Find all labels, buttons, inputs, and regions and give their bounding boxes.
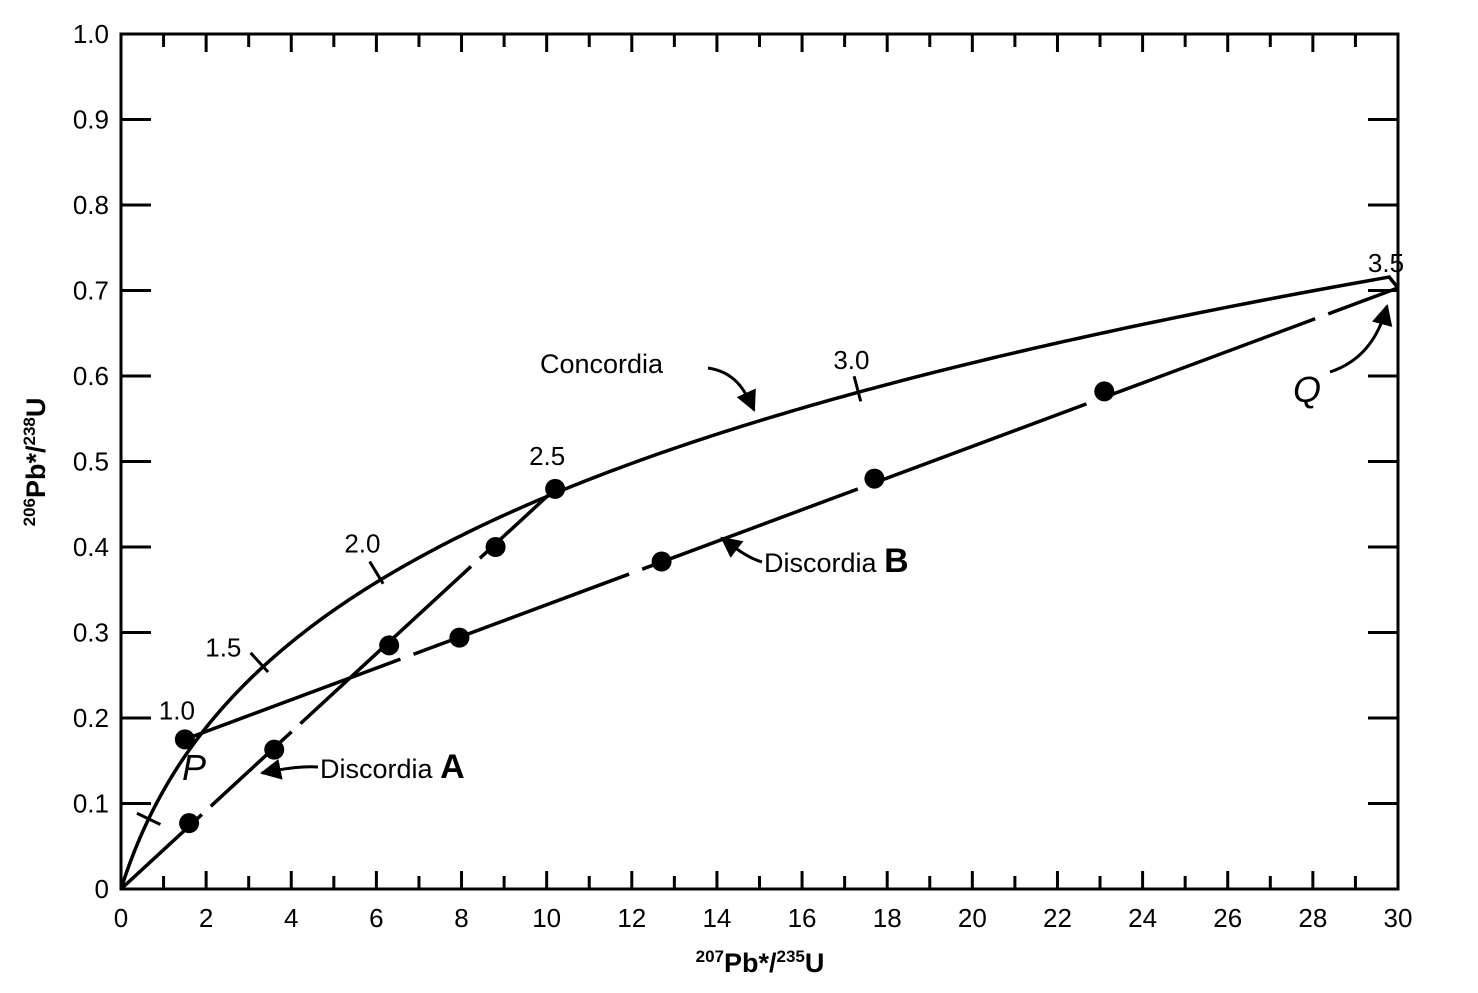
discordia-b-annotation: Discordia B	[720, 536, 909, 580]
age-mark	[852, 375, 863, 402]
y-tick-label: 0.9	[73, 105, 109, 135]
age-label: 3.5	[1368, 248, 1404, 278]
discordia-a-label: Discordia A	[320, 748, 465, 786]
age-label: 1.5	[205, 632, 241, 662]
data-point-a	[179, 813, 200, 834]
concordia-age-labels: 1.0 1.5 2.0 2.5 3.0 3.5	[159, 248, 1404, 725]
point-label-p: P	[182, 747, 206, 788]
y-tick-label: 0.8	[73, 190, 109, 220]
x-tick-label: 18	[873, 903, 902, 933]
age-mark	[368, 560, 385, 585]
x-tick-label: 2	[199, 903, 213, 933]
x-tick-label: 30	[1384, 903, 1413, 933]
y-tick-label: 1.0	[73, 19, 109, 49]
x-axis-title: 207Pb*/235U	[696, 947, 825, 978]
y-tick-label: 0.6	[73, 361, 109, 391]
point-label-q: Q	[1293, 369, 1321, 410]
y-tick-label: 0	[95, 874, 109, 904]
x-tick-label: 6	[369, 903, 383, 933]
discordia-b-label: Discordia B	[764, 542, 909, 580]
y-tick-label: 0.2	[73, 703, 109, 733]
x-tick-label: 8	[454, 903, 468, 933]
data-point-a	[264, 739, 285, 760]
age-label: 3.0	[833, 345, 869, 375]
concordia-arrow	[707, 366, 756, 412]
discordia-a-arrow	[259, 758, 319, 780]
y-tick-label: 0.7	[73, 276, 109, 306]
data-point-b	[449, 627, 470, 648]
y-tick-label: 0.4	[73, 532, 109, 562]
concordia-annotation: Concordia	[540, 349, 756, 412]
data-point-a	[379, 635, 400, 656]
age-label: 2.0	[344, 529, 380, 559]
age-mark	[136, 811, 162, 826]
data-point-a	[545, 478, 566, 499]
q-annotation: Q	[1293, 303, 1393, 410]
y-tick-label: 0.1	[73, 789, 109, 819]
concordia-label: Concordia	[540, 349, 664, 379]
x-tick-label: 0	[114, 903, 128, 933]
discordia-a-annotation: Discordia A	[259, 748, 465, 786]
age-label: 2.5	[529, 441, 565, 471]
data-points	[174, 381, 1115, 834]
concordia-age-marks	[136, 375, 863, 826]
x-tick-label: 16	[788, 903, 817, 933]
data-point-b	[1094, 381, 1115, 402]
x-tick-label: 26	[1213, 903, 1242, 933]
data-point-a	[485, 537, 506, 557]
x-tick-label: 22	[1043, 903, 1072, 933]
x-tick-label: 24	[1128, 903, 1157, 933]
discordia-lines	[119, 286, 1399, 891]
q-arrow	[1329, 303, 1393, 374]
data-point-b	[174, 729, 195, 750]
discordia-b-arrow	[720, 536, 763, 564]
data-point-b	[651, 551, 672, 572]
x-tick-label: 12	[617, 903, 646, 933]
y-axis-title: 206Pb*/238U	[20, 398, 51, 527]
x-tick-label: 14	[702, 903, 731, 933]
age-mark	[249, 651, 270, 674]
x-tick-label: 4	[284, 903, 298, 933]
y-tick-label: 0.5	[73, 447, 109, 477]
axis-ticks	[121, 34, 1398, 889]
x-tick-label: 28	[1298, 903, 1327, 933]
y-tick-label: 0.3	[73, 618, 109, 648]
discordia-b-line	[184, 286, 1399, 742]
data-point-b	[864, 468, 885, 489]
x-tick-label: 20	[958, 903, 987, 933]
x-tick-labels: 0 2 4 6 8 10 12 14 16 18 20 22 24 26 28 30	[114, 903, 1413, 933]
age-label: 1.0	[159, 695, 195, 725]
x-tick-label: 10	[532, 903, 561, 933]
y-tick-labels: 0 0.1 0.2 0.3 0.4 0.5 0.6 0.7 0.8 0.9 1.0	[73, 19, 109, 904]
plot-frame	[119, 32, 1400, 891]
concordia-curve	[119, 275, 1400, 890]
